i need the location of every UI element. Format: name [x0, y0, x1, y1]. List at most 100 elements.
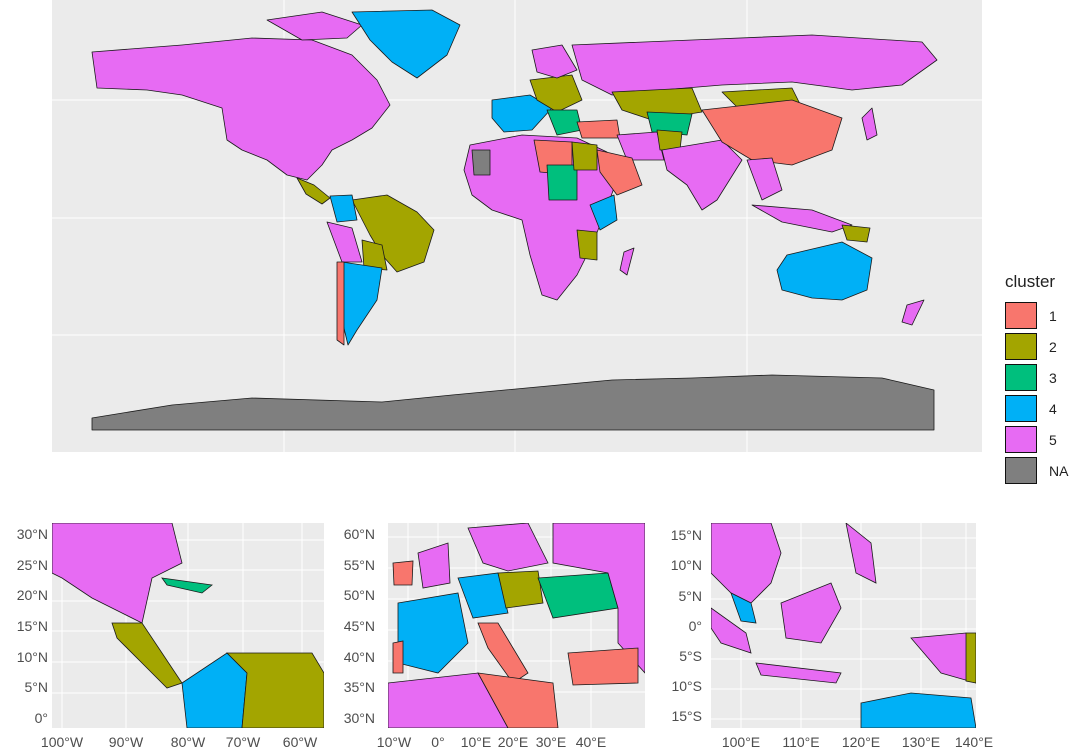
legend-item-4: 4: [1005, 393, 1068, 424]
tick-x-2: 90°W: [108, 734, 144, 750]
legend-key-na: [1005, 457, 1037, 484]
region-mexico-us: [52, 523, 183, 624]
region-australia: [776, 241, 873, 301]
legend-key-2: [1005, 333, 1037, 360]
legend-key-1: [1005, 302, 1037, 329]
legend: cluster 1 2 3 4 5 NA: [1005, 272, 1068, 486]
legend-item-5: 5: [1005, 424, 1068, 455]
region-madagascar: [619, 247, 635, 276]
region-central-europe: [529, 74, 583, 113]
legend-title: cluster: [1005, 272, 1056, 291]
tick-y-7: 0°: [34, 710, 48, 726]
region-horn-africa: [589, 194, 618, 231]
region-australia-inset: [860, 692, 976, 728]
tick-y-1: 15°N: [670, 527, 702, 543]
legend-item-1: 1: [1005, 300, 1068, 331]
legend-item-2: 2: [1005, 331, 1068, 362]
tick-y-3: 5°N: [678, 588, 703, 604]
region-portugal: [392, 640, 404, 674]
tick-x-5: 60°W: [282, 734, 318, 750]
region-colombia: [329, 194, 358, 223]
tick-x-3: 10°E: [460, 734, 492, 750]
tick-x-6: 40°E: [575, 734, 607, 750]
region-west-sahara: [471, 149, 491, 176]
tick-x-1: 100°E: [721, 734, 761, 750]
region-new-guinea: [841, 224, 871, 243]
tick-y-5: 5°S: [679, 648, 702, 664]
region-venezuela-inset: [226, 652, 324, 728]
europe-map: [388, 523, 645, 728]
region-cuba: [161, 577, 213, 594]
tick-x-1: 100°W: [40, 734, 84, 750]
region-bolivia: [361, 239, 388, 271]
tick-x-2: 0°: [431, 734, 445, 750]
legend-label-5: 5: [1049, 431, 1057, 448]
region-ireland: [392, 560, 414, 586]
tick-y-6: 10°S: [671, 678, 702, 694]
region-new-guinea-inset: [910, 632, 976, 684]
region-scandinavia-inset: [467, 523, 549, 572]
region-italy: [477, 622, 529, 684]
region-new-zealand: [901, 299, 925, 326]
tick-y-1: 30°N: [16, 526, 48, 542]
tick-x-2: 110°E: [782, 734, 820, 750]
tick-y-4: 0°: [688, 618, 702, 634]
region-north-africa-inset: [388, 672, 509, 728]
region-colombia-inset: [181, 652, 248, 728]
tick-y-6: 35°N: [343, 679, 375, 695]
region-china: [701, 99, 843, 166]
tick-x-3: 120°E: [841, 734, 881, 750]
region-indonesia: [751, 204, 853, 233]
tick-x-3: 80°W: [170, 734, 206, 750]
region-borneo: [780, 582, 842, 644]
legend-label-4: 4: [1049, 400, 1057, 417]
tick-y-2: 10°N: [670, 557, 702, 573]
region-greenland: [351, 9, 461, 79]
region-western-europe: [491, 94, 553, 133]
world-map: [52, 0, 982, 452]
region-arabia: [596, 149, 643, 196]
region-scandinavia: [531, 44, 578, 79]
tick-y-2: 25°N: [16, 557, 48, 573]
region-png-inset: [965, 632, 976, 684]
region-java: [755, 662, 842, 684]
region-malaysia-inset: [730, 592, 757, 624]
tick-y-1: 60°N: [343, 526, 375, 542]
inset-map-europe: [388, 523, 645, 728]
legend-item-na: NA: [1005, 455, 1068, 486]
legend-key-5: [1005, 426, 1037, 453]
region-sumatra: [711, 607, 752, 654]
region-japan: [861, 107, 878, 141]
region-russia-inset: [552, 523, 645, 674]
legend-label-2: 2: [1049, 338, 1057, 355]
tick-y-5: 40°N: [343, 649, 375, 665]
region-central-asia: [646, 111, 693, 136]
region-sudan: [546, 164, 578, 201]
region-argentina: [341, 261, 383, 346]
tick-x-5: 30°E: [535, 734, 567, 750]
tick-y-4: 15°N: [16, 618, 48, 634]
region-turkey: [576, 119, 621, 139]
region-iran: [616, 131, 665, 161]
tick-y-7: 30°N: [343, 710, 375, 726]
inset-map-caribbean: [52, 523, 324, 728]
region-peru: [326, 221, 363, 263]
legend-key-4: [1005, 395, 1037, 422]
tick-y-2: 55°N: [343, 557, 375, 573]
tick-y-3: 20°N: [16, 587, 48, 603]
tick-x-4: 70°W: [225, 734, 261, 750]
world-map-panel: [52, 0, 982, 452]
region-indochina: [746, 157, 783, 201]
legend-label-na: NA: [1049, 462, 1069, 479]
tick-x-4: 20°E: [497, 734, 529, 750]
region-turkey-inset: [567, 647, 639, 686]
region-poland: [497, 570, 544, 609]
region-east-africa: [576, 229, 598, 261]
inset-map-southeast-asia: [711, 523, 976, 728]
region-egypt: [571, 141, 598, 171]
region-russia: [571, 34, 938, 96]
region-central-america: [296, 177, 331, 205]
tick-y-7: 15°S: [671, 708, 702, 724]
region-chile: [336, 261, 345, 346]
tick-y-5: 10°N: [16, 649, 48, 665]
